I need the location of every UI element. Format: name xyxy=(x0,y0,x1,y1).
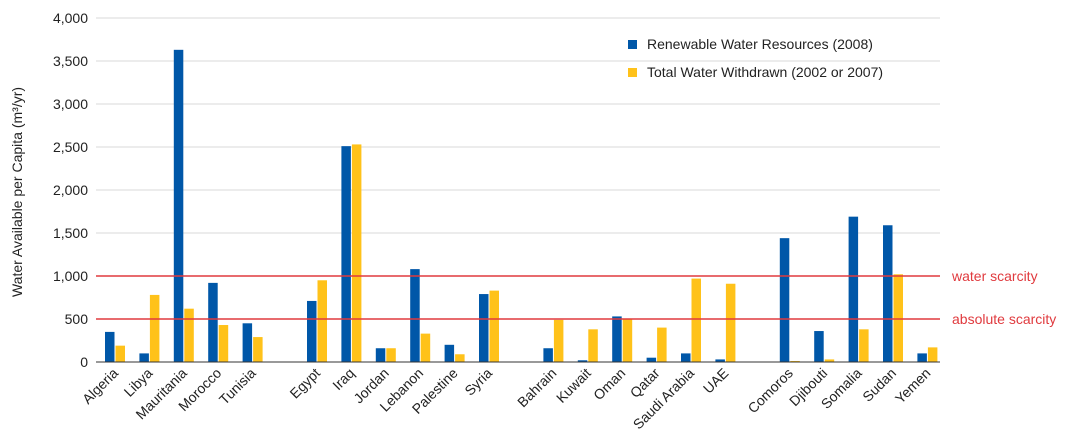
bar-renewable-egypt xyxy=(307,300,317,362)
bar-withdrawn-jordan xyxy=(386,348,396,362)
bar-renewable-djibouti xyxy=(814,331,824,362)
bar-renewable-algeria xyxy=(105,331,115,362)
y-tick-label: 3,000 xyxy=(53,96,88,112)
x-category-label: Comoros xyxy=(744,365,795,416)
legend-swatch-withdrawn xyxy=(628,68,637,77)
bar-renewable-libya xyxy=(139,353,149,362)
bar-renewable-iraq xyxy=(341,146,351,362)
x-category-label: Yemen xyxy=(892,365,934,407)
bar-withdrawn-somalia xyxy=(859,329,869,362)
bar-renewable-morocco xyxy=(208,282,218,362)
bar-withdrawn-bahrain xyxy=(553,319,564,362)
y-tick-label: 2,500 xyxy=(53,139,88,155)
bar-withdrawn-algeria xyxy=(115,345,125,362)
bar-withdrawn-mauritania xyxy=(184,308,194,362)
x-category-label: Egypt xyxy=(286,365,323,402)
y-tick-label: 0 xyxy=(80,354,88,370)
y-tick-label: 4,000 xyxy=(53,10,88,26)
bar-withdrawn-palestine xyxy=(455,354,465,362)
bar-renewable-oman xyxy=(612,316,622,362)
x-category-label: Iraq xyxy=(329,365,357,393)
bar-withdrawn-kuwait xyxy=(588,329,598,362)
y-axis-label: Water Available per Capita (m³/yr) xyxy=(9,87,25,297)
legend-label: Total Water Withdrawn (2002 or 2007) xyxy=(647,64,883,80)
y-tick-label: 1,000 xyxy=(53,268,88,284)
x-category-label: Syria xyxy=(461,365,495,399)
bar-renewable-saudi-arabia xyxy=(681,353,691,362)
reference-line-label: water scarcity xyxy=(951,268,1038,284)
reference-line-label: absolute scarcity xyxy=(952,311,1056,327)
y-axis-ticks: 0 500 1,000 1,500 2,000 2,500 3,000 3,500 4,000 xyxy=(53,10,88,370)
y-tick-label: 1,500 xyxy=(53,225,88,241)
bar-withdrawn-tunisia xyxy=(253,337,263,362)
bar-renewable-uae xyxy=(715,359,725,362)
x-category-label: Sudan xyxy=(859,365,899,405)
x-category-label: Kuwait xyxy=(553,365,594,406)
x-category-label: Algeria xyxy=(79,365,121,407)
y-tick-label: 2,000 xyxy=(53,182,88,198)
bar-renewable-syria xyxy=(479,294,489,362)
x-category-label: Oman xyxy=(590,365,628,403)
x-category-label: UAE xyxy=(700,365,732,397)
bar-renewable-yemen xyxy=(917,353,927,362)
legend-label: Renewable Water Resources (2008) xyxy=(647,36,873,52)
bar-renewable-palestine xyxy=(444,344,455,362)
bar-renewable-kuwait xyxy=(577,360,588,362)
bar-withdrawn-saudi-arabia xyxy=(691,278,701,362)
bar-withdrawn-yemen xyxy=(927,347,938,362)
bar-renewable-mauritania xyxy=(173,49,184,362)
bar-withdrawn-iraq xyxy=(351,144,362,362)
bar-renewable-lebanon xyxy=(410,269,420,362)
x-category-label: Tunisia xyxy=(216,365,259,408)
bar-withdrawn-morocco xyxy=(218,325,229,362)
bar-withdrawn-syria xyxy=(489,290,499,362)
x-category-label: Bahrain xyxy=(514,365,559,410)
bar-renewable-tunisia xyxy=(242,323,253,362)
bar-withdrawn-djibouti xyxy=(824,359,835,362)
bar-withdrawn-lebanon xyxy=(420,333,431,362)
bar-withdrawn-uae xyxy=(725,283,736,362)
bar-renewable-jordan xyxy=(375,348,386,362)
y-tick-label: 500 xyxy=(65,311,89,327)
bar-withdrawn-oman xyxy=(622,319,633,362)
bars xyxy=(105,49,938,362)
bar-renewable-bahrain xyxy=(543,348,553,362)
legend: Renewable Water Resources (2008) Total Wa… xyxy=(628,36,883,80)
y-tick-label: 3,500 xyxy=(53,53,88,69)
bar-renewable-qatar xyxy=(646,357,657,362)
bar-withdrawn-egypt xyxy=(317,280,327,362)
bar-renewable-sudan xyxy=(883,225,893,362)
bar-renewable-somalia xyxy=(848,216,859,362)
bar-withdrawn-qatar xyxy=(657,327,667,362)
bar-withdrawn-sudan xyxy=(893,274,903,362)
reference-lines: water scarcity absolute scarcity xyxy=(96,268,1056,327)
bar-renewable-comoros xyxy=(779,238,790,362)
bar-withdrawn-libya xyxy=(149,294,160,362)
legend-swatch-renewable xyxy=(628,40,637,49)
